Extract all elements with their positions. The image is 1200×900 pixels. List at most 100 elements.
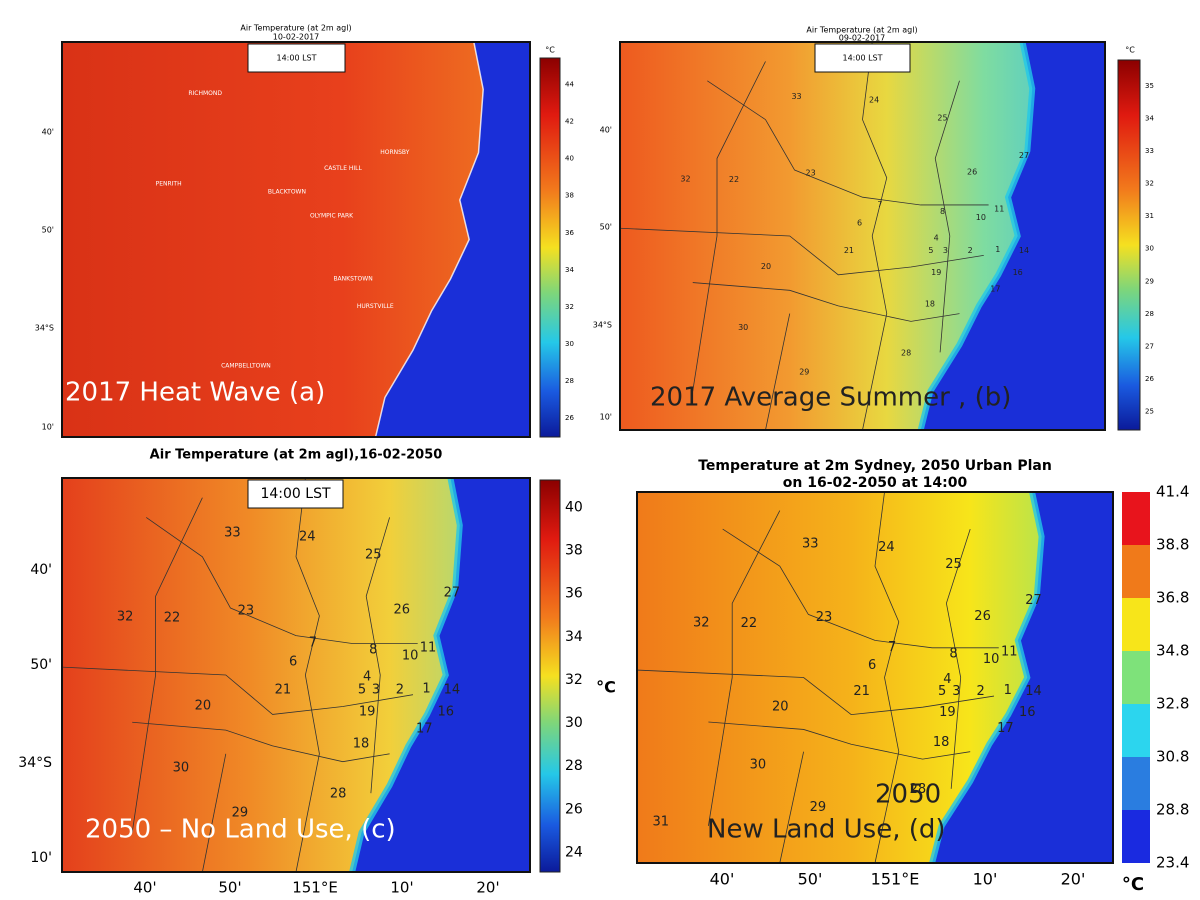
region-label: 26 xyxy=(393,602,410,617)
district-border xyxy=(295,477,320,873)
x-tick-label: 20' xyxy=(476,879,499,897)
coastline xyxy=(917,41,1036,431)
place-label: BANKSTOWN xyxy=(333,276,372,283)
y-tick-label: 34°S xyxy=(18,755,52,771)
x-tick-label: 40' xyxy=(710,870,735,889)
region-label: 7 xyxy=(309,636,317,651)
y-tick-label: 50' xyxy=(42,226,54,235)
region-label: 22 xyxy=(741,616,758,631)
region-label: 4 xyxy=(943,672,951,687)
region-label: 8 xyxy=(949,647,957,662)
region-label: 23 xyxy=(806,169,816,178)
y-tick-label: 50' xyxy=(30,657,52,673)
colorbar-unit: °C xyxy=(545,46,555,55)
region-label: 20 xyxy=(195,699,212,714)
colorbar-tick-label: 25 xyxy=(1145,408,1154,416)
colorbar-tick-label: 28 xyxy=(1145,310,1154,318)
colorbar-tick-label: 34 xyxy=(565,266,574,274)
region-label: 1 xyxy=(422,681,430,696)
time-label: 14:00 LST xyxy=(842,54,882,63)
panel-caption: 2017 Average Summer , (b) xyxy=(650,383,1011,413)
time-box xyxy=(247,43,346,73)
region-label: 20 xyxy=(772,699,789,714)
region-label: 22 xyxy=(164,610,181,625)
place-label: HURSTVILLE xyxy=(357,303,394,310)
colorbar-band xyxy=(1122,598,1150,651)
region-label: 17 xyxy=(416,721,433,736)
y-tick-label: 34°S xyxy=(593,321,612,330)
region-label: 7 xyxy=(877,200,882,209)
colorbar-tick-label: 41.4 xyxy=(1156,483,1189,501)
place-label: OLYMPIC PARK xyxy=(310,212,354,219)
district-border xyxy=(692,61,766,392)
colorbar-tick-label: 28 xyxy=(565,758,583,774)
region-label: 30 xyxy=(738,323,748,332)
region-label: 32 xyxy=(693,615,710,630)
region-label: 21 xyxy=(275,682,292,697)
ocean xyxy=(375,42,530,437)
time-label: 14:00 LST xyxy=(276,54,316,63)
colorbar-tick-label: 29 xyxy=(1145,277,1154,285)
y-tick-label: 10' xyxy=(42,423,54,432)
colorbar-unit: °C xyxy=(1122,874,1144,895)
region-label: 11 xyxy=(420,640,437,655)
panel-caption: 2017 Heat Wave (a) xyxy=(65,378,325,408)
colorbar-tick-label: 26 xyxy=(1145,375,1154,383)
region-label: 3 xyxy=(372,682,380,697)
colorbar-tick-label: 32 xyxy=(565,672,583,688)
colorbar-tick-label: 28.8 xyxy=(1156,801,1189,819)
colorbar-tick-label: 30.8 xyxy=(1156,748,1189,766)
region-label: 16 xyxy=(1013,268,1023,277)
region-label: 16 xyxy=(437,705,454,720)
colorbar-tick-label: 38 xyxy=(565,192,574,200)
x-tick-label: 10' xyxy=(390,879,413,897)
district-border xyxy=(692,282,960,322)
colorbar-unit: °C xyxy=(596,678,616,697)
time-label: 14:00 LST xyxy=(260,486,330,502)
region-label: 23 xyxy=(238,604,255,619)
region-label: 6 xyxy=(857,219,862,228)
region-label: 2 xyxy=(968,246,973,255)
place-label: RICHMOND xyxy=(188,90,222,97)
region-label: 28 xyxy=(910,782,927,797)
region-label: 33 xyxy=(802,536,819,551)
panel-title: Air Temperature (at 2m agl) xyxy=(806,26,917,35)
x-tick-label: 50' xyxy=(798,870,823,889)
map-frame xyxy=(619,41,1106,431)
y-tick-label: 34°S xyxy=(35,324,54,333)
colorbar-tick-label: 34 xyxy=(1145,114,1154,122)
district-border xyxy=(945,528,971,789)
colorbar-tick-label: 30 xyxy=(1145,245,1154,253)
map-frame xyxy=(61,477,531,873)
region-label: 2 xyxy=(396,682,404,697)
region-label: 33 xyxy=(224,526,241,541)
region-label: 8 xyxy=(940,207,945,216)
panel-caption: 2050 xyxy=(875,780,941,810)
coastline xyxy=(929,491,1045,864)
coastline xyxy=(349,477,463,873)
region-label: 24 xyxy=(299,530,316,545)
time-box xyxy=(247,479,344,509)
region-label: 14 xyxy=(444,682,461,697)
region-label: 11 xyxy=(994,205,1004,214)
colorbar-tick-label: 34.8 xyxy=(1156,642,1189,660)
colorbar-tick-label: 32 xyxy=(565,303,574,311)
region-label: 21 xyxy=(853,684,870,699)
region-label: 1 xyxy=(1004,683,1012,698)
region-label: 19 xyxy=(939,705,956,720)
y-tick-label: 40' xyxy=(600,126,612,135)
colorbar-tick-label: 36.8 xyxy=(1156,589,1189,607)
district-border xyxy=(619,227,984,276)
region-label: 30 xyxy=(173,760,190,775)
time-box xyxy=(814,43,911,73)
coastline xyxy=(374,41,484,438)
region-label: 25 xyxy=(945,557,962,572)
colorbar-tick-label: 34 xyxy=(565,629,583,645)
colorbar-tick-label: 32.8 xyxy=(1156,695,1189,713)
region-label: 4 xyxy=(363,669,371,684)
colorbar-tick-label: 24 xyxy=(565,844,583,860)
district-border xyxy=(765,313,791,431)
region-label: 3 xyxy=(952,684,960,699)
colorbar-tick-label: 38 xyxy=(565,543,583,559)
